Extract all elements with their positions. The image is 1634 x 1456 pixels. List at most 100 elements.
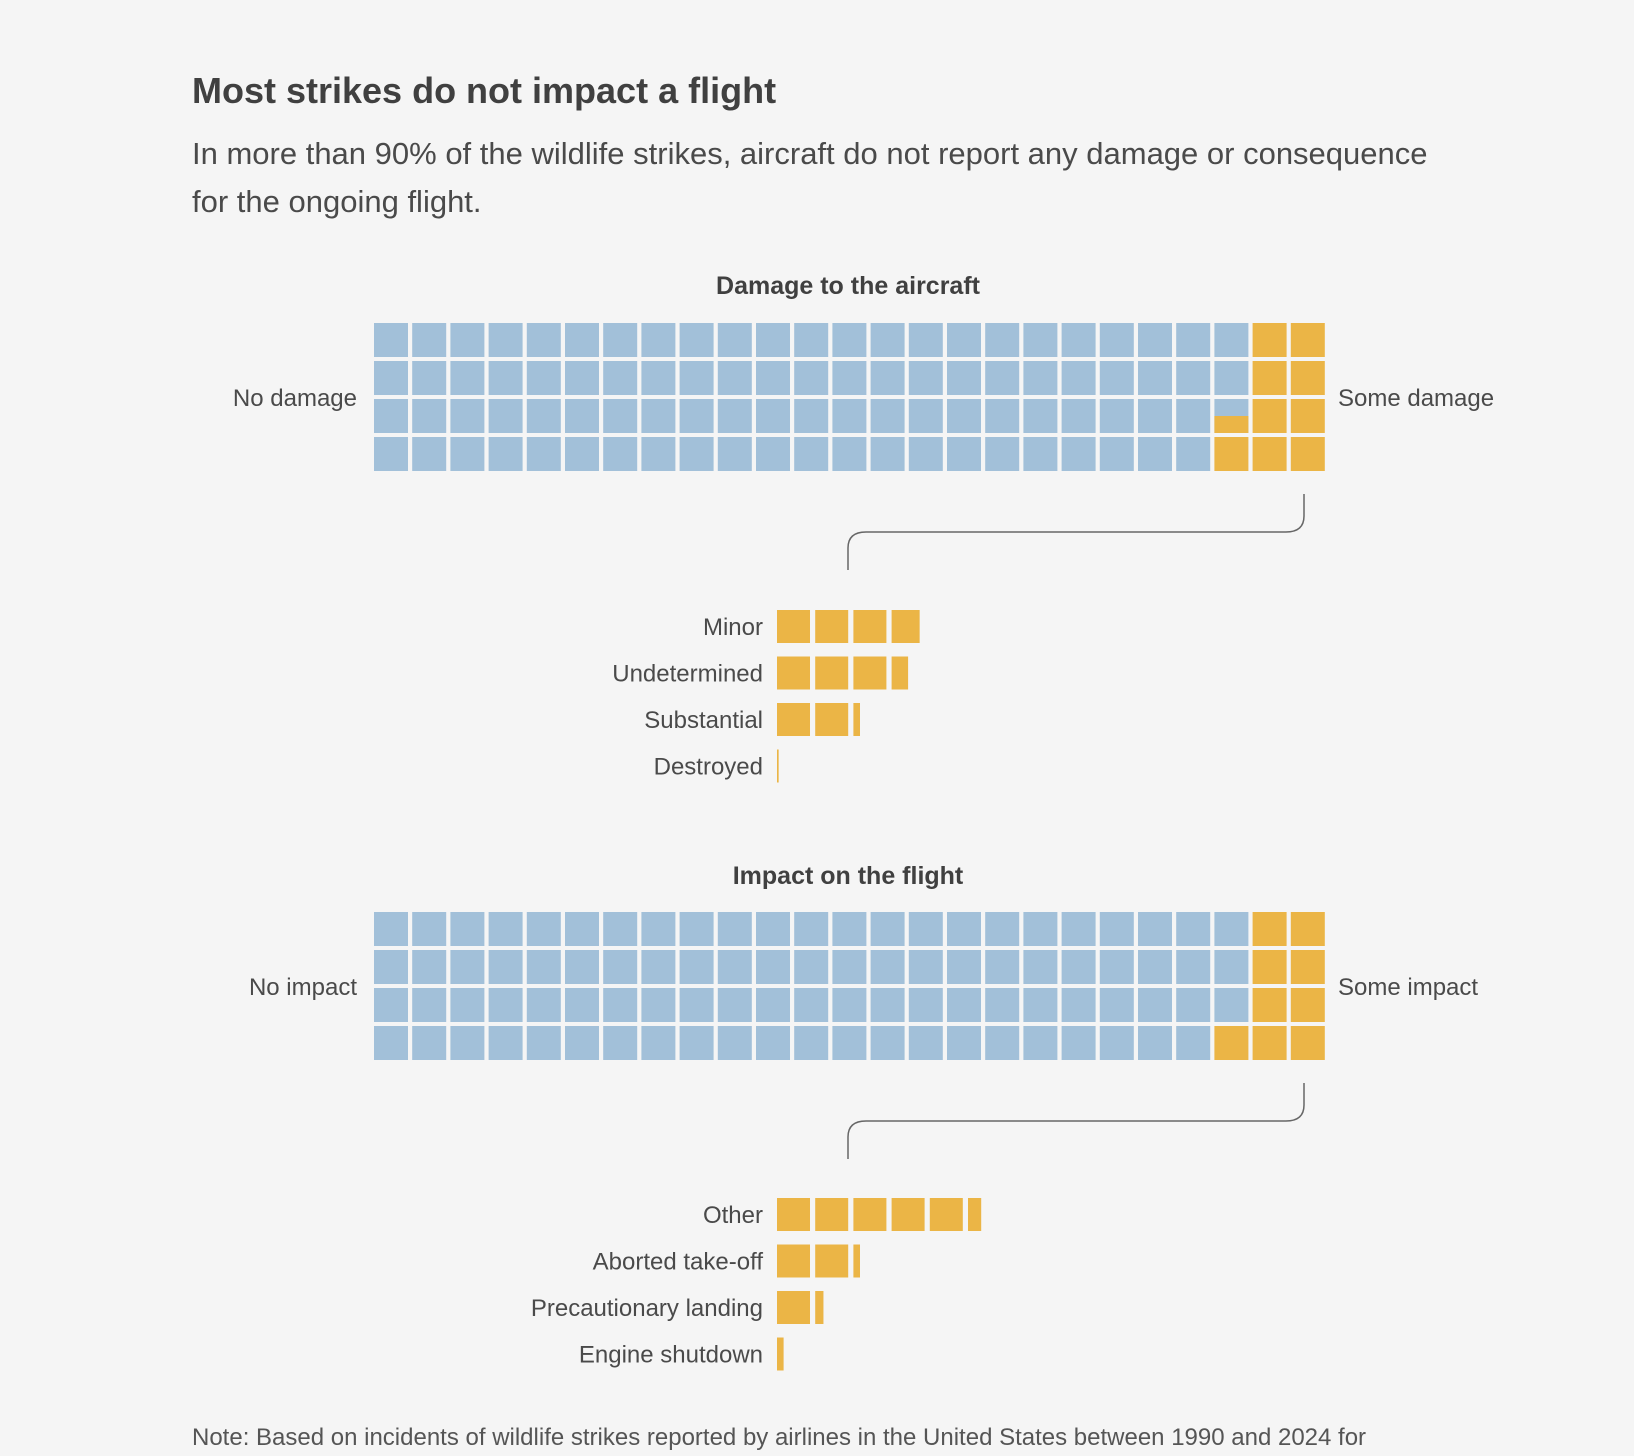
waffle-cell xyxy=(450,361,485,395)
waffle-cell xyxy=(908,361,943,395)
waffle-cell xyxy=(641,437,676,471)
waffle-cell xyxy=(1290,912,1325,946)
breakdown-bar-segment xyxy=(777,610,810,643)
waffle-cell xyxy=(717,437,752,471)
waffle-cell xyxy=(756,912,790,946)
waffle-cell xyxy=(412,323,447,357)
waffle-cell xyxy=(641,323,676,357)
waffle-cell xyxy=(1099,323,1134,357)
waffle-cell xyxy=(450,1026,485,1060)
waffle-cell xyxy=(794,988,829,1022)
waffle-cell xyxy=(679,1026,714,1060)
waffle-cell xyxy=(1176,950,1211,984)
waffle-cell xyxy=(1214,950,1249,984)
waffle-cell xyxy=(870,1026,905,1060)
waffle-cell xyxy=(947,399,981,433)
waffle-cell xyxy=(756,950,790,984)
waffle-cell xyxy=(756,437,790,471)
waffle-cell xyxy=(1023,950,1058,984)
waffle-title: Impact on the flight xyxy=(733,862,964,890)
waffle-cell xyxy=(985,1026,1020,1060)
waffle-left-label: No damage xyxy=(233,385,357,412)
breakdown-label: Engine shutdown xyxy=(579,1342,763,1369)
waffle-cell xyxy=(641,399,676,433)
waffle-cell xyxy=(1138,437,1172,471)
waffle-cell xyxy=(679,399,714,433)
waffle-cell xyxy=(1214,323,1249,357)
waffle-cell xyxy=(374,437,408,471)
waffle-cell xyxy=(985,912,1020,946)
waffle-cell xyxy=(832,323,867,357)
waffle-cell xyxy=(1252,950,1287,984)
waffle-cell xyxy=(603,361,638,395)
waffle-cell xyxy=(1023,1026,1058,1060)
breakdown-bar-segment-partial xyxy=(853,1244,860,1278)
breakdown-bar-segment xyxy=(777,1244,810,1278)
waffle-cell xyxy=(412,399,447,433)
waffle-chart-1 xyxy=(374,323,1325,783)
waffle-cell xyxy=(1023,361,1058,395)
connector-line xyxy=(847,1083,1305,1159)
waffle-cell xyxy=(1099,950,1134,984)
waffle-cell xyxy=(1061,323,1096,357)
waffle-cell xyxy=(1252,437,1287,471)
waffle-cell xyxy=(1176,912,1211,946)
waffle-cell xyxy=(947,950,981,984)
waffle-cell xyxy=(1290,437,1325,471)
waffle-cell xyxy=(565,912,599,946)
breakdown-bar xyxy=(777,1291,824,1324)
waffle-cell xyxy=(794,950,829,984)
waffle-cell xyxy=(679,912,714,946)
waffle-cell xyxy=(565,361,599,395)
waffle-cell xyxy=(947,437,981,471)
breakdown-bar-segment xyxy=(777,1291,810,1324)
breakdown-bar-segment xyxy=(853,1198,887,1231)
breakdown-bar-segment xyxy=(853,656,887,690)
waffle-cell xyxy=(985,323,1020,357)
waffle-cell xyxy=(488,912,523,946)
waffle-cell xyxy=(1061,361,1096,395)
breakdown-label: Minor xyxy=(703,614,763,641)
waffle-cell xyxy=(450,912,485,946)
waffle-cell xyxy=(756,988,790,1022)
waffle-cell xyxy=(1099,437,1134,471)
waffle-cell xyxy=(412,361,447,395)
waffle-cell xyxy=(832,950,867,984)
waffle-cell xyxy=(641,1026,676,1060)
waffle-cell xyxy=(908,323,943,357)
breakdown-label: Aborted take-off xyxy=(593,1249,764,1276)
waffle-cell xyxy=(832,1026,867,1060)
waffle-cell xyxy=(412,912,447,946)
waffle-cell xyxy=(1252,323,1287,357)
waffle-cell xyxy=(374,1026,408,1060)
breakdown-bar xyxy=(777,703,860,736)
breakdown-bar-segment-partial xyxy=(891,656,909,690)
waffle-cell xyxy=(603,912,638,946)
waffle-cell xyxy=(1176,399,1211,433)
waffle-cell xyxy=(450,950,485,984)
waffle-cell xyxy=(1176,1026,1211,1060)
waffle-cell xyxy=(908,1026,943,1060)
breakdown-label: Precautionary landing xyxy=(531,1295,763,1322)
waffle-cell xyxy=(1099,912,1134,946)
waffle-cell xyxy=(985,399,1020,433)
waffle-cell xyxy=(908,399,943,433)
waffle-cell xyxy=(756,399,790,433)
waffle-cell xyxy=(1290,1026,1325,1060)
waffle-cell xyxy=(488,323,523,357)
waffle-cell xyxy=(450,323,485,357)
breakdown-bar-segment xyxy=(815,610,849,643)
waffle-cell xyxy=(526,361,561,395)
waffle-cell xyxy=(832,912,867,946)
waffle-cell xyxy=(1214,912,1249,946)
breakdown-label: Destroyed xyxy=(654,754,763,781)
waffle-cell xyxy=(1176,323,1211,357)
waffle-cell xyxy=(1023,437,1058,471)
waffle-cell xyxy=(985,950,1020,984)
waffle-cell xyxy=(603,950,638,984)
waffle-cell xyxy=(947,988,981,1022)
waffle-right-label: Some impact xyxy=(1338,974,1478,1001)
breakdown-bar-segment-partial xyxy=(815,1291,824,1324)
waffle-cell xyxy=(526,399,561,433)
waffle-cell xyxy=(1061,1026,1096,1060)
